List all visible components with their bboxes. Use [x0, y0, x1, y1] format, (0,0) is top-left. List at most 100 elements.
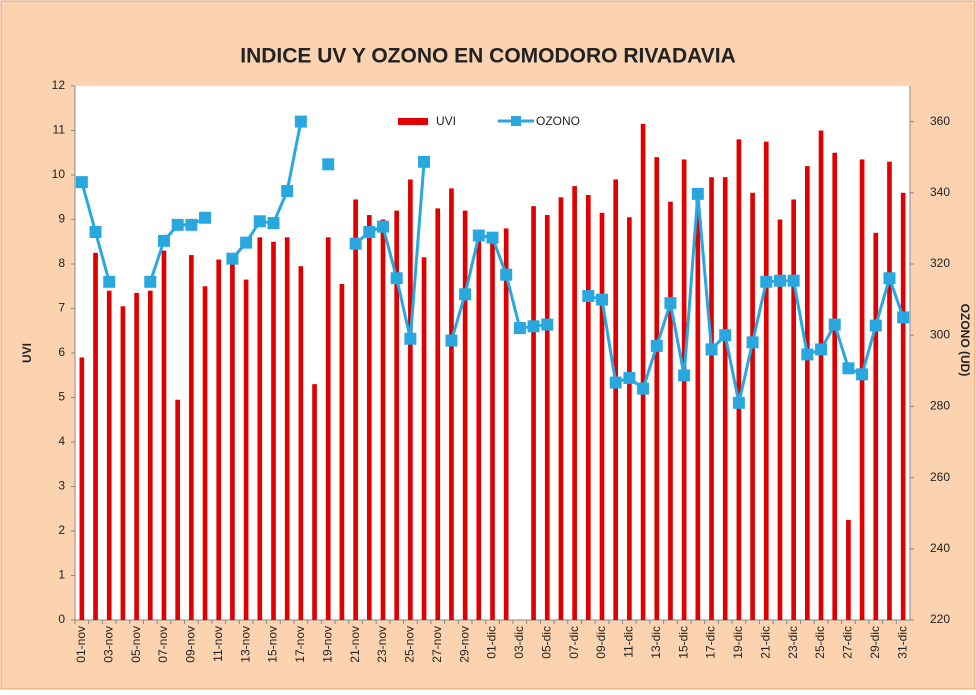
line-marker: [732, 396, 745, 409]
x-tick-label: 03-nov: [101, 626, 115, 663]
line-marker: [281, 185, 294, 198]
y-tick-label: 11: [53, 123, 66, 137]
bar: [654, 157, 660, 620]
y2-tick-label: 280: [930, 399, 950, 413]
x-tick-label: 01-dic: [485, 626, 499, 659]
bar: [736, 139, 742, 620]
x-tick-label: 17-nov: [293, 626, 307, 663]
bar: [750, 192, 755, 621]
legend-label: UVI: [436, 114, 456, 128]
legend-label: OZONO: [536, 114, 580, 128]
bar: [134, 292, 139, 620]
line-marker: [171, 218, 184, 231]
x-tick-label: 25-dic: [813, 626, 827, 659]
line-marker: [596, 293, 609, 306]
line-marker: [582, 290, 595, 303]
x-tick-label: 09-nov: [184, 626, 198, 663]
line-marker: [828, 318, 841, 331]
bar: [325, 237, 331, 621]
bar: [435, 208, 441, 620]
bar: [900, 192, 906, 621]
bar: [189, 255, 194, 620]
bar: [668, 201, 673, 620]
line-marker: [185, 218, 198, 231]
y-tick-label: 8: [58, 256, 65, 270]
bar: [394, 210, 400, 620]
line-marker: [856, 368, 869, 381]
line-marker: [719, 329, 732, 342]
line-marker: [760, 275, 773, 288]
line-marker: [623, 371, 636, 384]
bar: [202, 286, 208, 620]
bar: [832, 152, 838, 620]
line-marker: [267, 217, 280, 230]
line-marker: [404, 332, 417, 345]
bar: [408, 179, 413, 620]
line-marker: [363, 225, 376, 238]
line-marker: [240, 236, 253, 249]
line-marker: [541, 318, 554, 331]
bar: [859, 159, 865, 621]
bar: [339, 284, 345, 620]
x-tick-label: 05-nov: [129, 626, 143, 663]
y2-axis-label: OZONO (UD): [958, 304, 972, 377]
y-tick-label: 4: [58, 434, 65, 448]
bar: [449, 188, 454, 620]
x-tick-label: 05-dic: [539, 626, 553, 659]
x-tick-label: 01-nov: [74, 626, 88, 663]
line-marker: [883, 272, 896, 285]
y-axis-label: UVI: [20, 343, 34, 363]
bar: [93, 252, 98, 620]
y-tick-label: 0: [58, 612, 65, 626]
y-tick-label: 1: [58, 568, 65, 582]
x-tick-label: 23-dic: [786, 626, 800, 659]
bar: [476, 237, 482, 621]
x-tick-label: 07-dic: [567, 626, 581, 659]
bar: [366, 215, 372, 621]
bar: [312, 384, 317, 620]
line-marker: [500, 268, 513, 281]
x-tick-label: 11-nov: [211, 626, 225, 662]
line-marker: [869, 319, 882, 332]
bar: [791, 199, 796, 620]
bar: [640, 123, 646, 620]
line-marker: [445, 334, 458, 347]
bar: [106, 290, 112, 620]
line-marker: [773, 274, 786, 287]
bar: [873, 232, 879, 620]
y-tick-label: 2: [58, 523, 65, 537]
bar: [230, 255, 235, 620]
line-marker: [253, 215, 266, 228]
bar: [271, 241, 276, 620]
legend-swatch: [511, 116, 521, 126]
line-marker: [801, 348, 814, 361]
bar: [353, 199, 358, 620]
x-tick-label: 21-dic: [758, 626, 772, 659]
line-marker: [486, 231, 499, 244]
line-marker: [705, 343, 718, 356]
bar: [709, 177, 714, 620]
line-marker: [144, 275, 157, 288]
line-marker: [89, 225, 102, 238]
y-tick-label: 10: [52, 167, 66, 181]
bar: [298, 266, 304, 620]
y2-tick-label: 220: [930, 612, 950, 626]
y-tick-label: 3: [58, 479, 65, 493]
x-tick-label: 15-nov: [266, 626, 280, 663]
line-marker: [226, 252, 239, 265]
bar: [681, 159, 687, 621]
line-marker: [157, 234, 170, 247]
bar: [805, 166, 810, 620]
line-marker: [637, 382, 650, 395]
x-tick-label: 29-nov: [457, 626, 471, 663]
line-marker: [294, 115, 307, 128]
bar: [120, 306, 126, 620]
chart-title: INDICE UV Y OZONO EN COMODORO RIVADAVIA: [240, 45, 736, 68]
y-tick-label: 5: [58, 390, 65, 404]
x-tick-label: 11-dic: [622, 626, 636, 658]
bar: [216, 259, 222, 620]
y-tick-label: 9: [58, 212, 65, 226]
line-marker: [199, 211, 212, 224]
line-marker: [609, 376, 622, 389]
line-marker: [322, 158, 335, 171]
